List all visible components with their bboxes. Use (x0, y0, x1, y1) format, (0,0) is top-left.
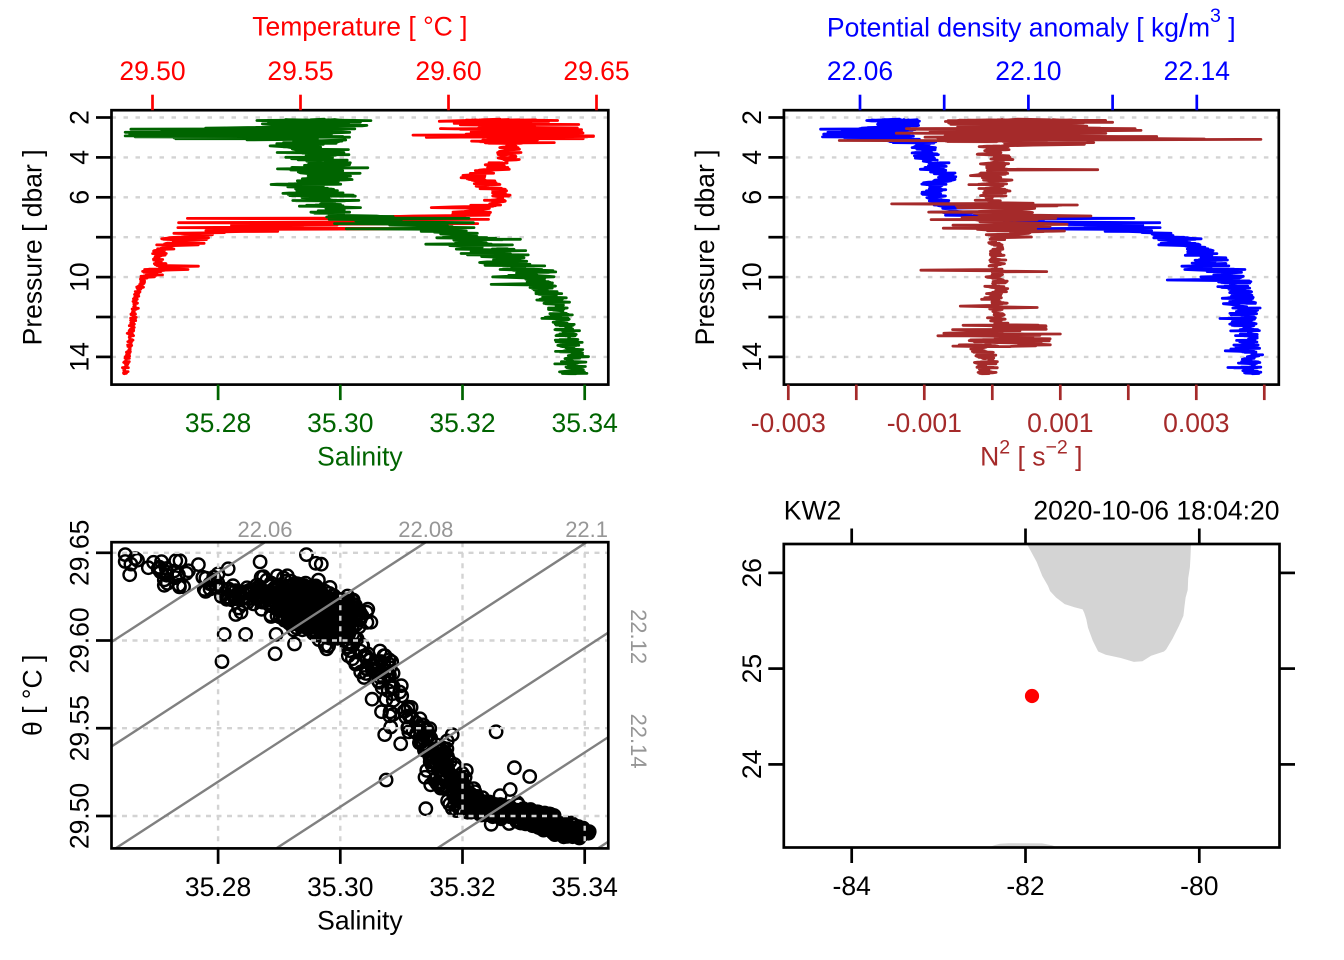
svg-text:4: 4 (65, 150, 95, 165)
svg-text:Temperature [ °C ]: Temperature [ °C ] (252, 12, 467, 42)
svg-text:14: 14 (65, 342, 95, 371)
svg-text:29.55: 29.55 (65, 695, 95, 761)
svg-text:10: 10 (737, 262, 767, 291)
svg-text:35.32: 35.32 (429, 408, 495, 438)
svg-text:Salinity: Salinity (317, 442, 403, 472)
svg-text:2: 2 (65, 110, 95, 125)
svg-text:22.08: 22.08 (398, 517, 453, 542)
svg-text:35.34: 35.34 (552, 408, 618, 438)
svg-text:6: 6 (65, 190, 95, 205)
svg-text:35.28: 35.28 (185, 872, 251, 902)
svg-text:35.28: 35.28 (185, 408, 251, 438)
svg-text:29.60: 29.60 (65, 607, 95, 673)
svg-text:29.50: 29.50 (65, 783, 95, 849)
svg-text:25: 25 (737, 654, 767, 683)
svg-text:Salinity: Salinity (317, 905, 403, 935)
svg-text:0.001: 0.001 (1027, 408, 1093, 438)
svg-text:22.06: 22.06 (237, 517, 292, 542)
svg-text:29.60: 29.60 (415, 56, 481, 86)
svg-text:29.55: 29.55 (267, 56, 333, 86)
svg-text:2: 2 (737, 110, 767, 125)
svg-text:35.34: 35.34 (552, 872, 618, 902)
svg-text:22.10: 22.10 (995, 56, 1061, 86)
svg-text:22.06: 22.06 (827, 56, 893, 86)
svg-text:Pressure [ dbar ]: Pressure [ dbar ] (690, 149, 720, 345)
svg-text:0.003: 0.003 (1163, 408, 1229, 438)
svg-text:22.12: 22.12 (626, 609, 651, 664)
svg-text:24: 24 (737, 750, 767, 779)
svg-text:14: 14 (737, 342, 767, 371)
svg-text:35.30: 35.30 (307, 408, 373, 438)
svg-text:6: 6 (737, 190, 767, 205)
svg-text:-84: -84 (833, 871, 871, 901)
svg-text:35.30: 35.30 (307, 872, 373, 902)
svg-text:θ [ °C ]: θ [ °C ] (18, 655, 48, 736)
svg-text:10: 10 (65, 262, 95, 291)
svg-text:-0.003: -0.003 (751, 408, 826, 438)
svg-text:35.32: 35.32 (429, 872, 495, 902)
svg-text:-80: -80 (1180, 871, 1218, 901)
svg-text:2020-10-06 18:04:20: 2020-10-06 18:04:20 (1033, 496, 1279, 526)
svg-text:-0.001: -0.001 (887, 408, 962, 438)
svg-text:26: 26 (737, 558, 767, 587)
svg-text:22.14: 22.14 (1164, 56, 1230, 86)
svg-text:22.14: 22.14 (626, 714, 651, 769)
svg-text:4: 4 (737, 150, 767, 165)
svg-text:29.65: 29.65 (563, 56, 629, 86)
svg-text:29.50: 29.50 (119, 56, 185, 86)
svg-text:Pressure [ dbar ]: Pressure [ dbar ] (18, 149, 48, 345)
svg-text:KW2: KW2 (784, 496, 841, 526)
svg-text:29.65: 29.65 (65, 520, 95, 586)
svg-text:N2 [ s−2 ]: N2 [ s−2 ] (980, 437, 1082, 472)
svg-text:22.1: 22.1 (565, 517, 608, 542)
svg-text:-82: -82 (1006, 871, 1044, 901)
